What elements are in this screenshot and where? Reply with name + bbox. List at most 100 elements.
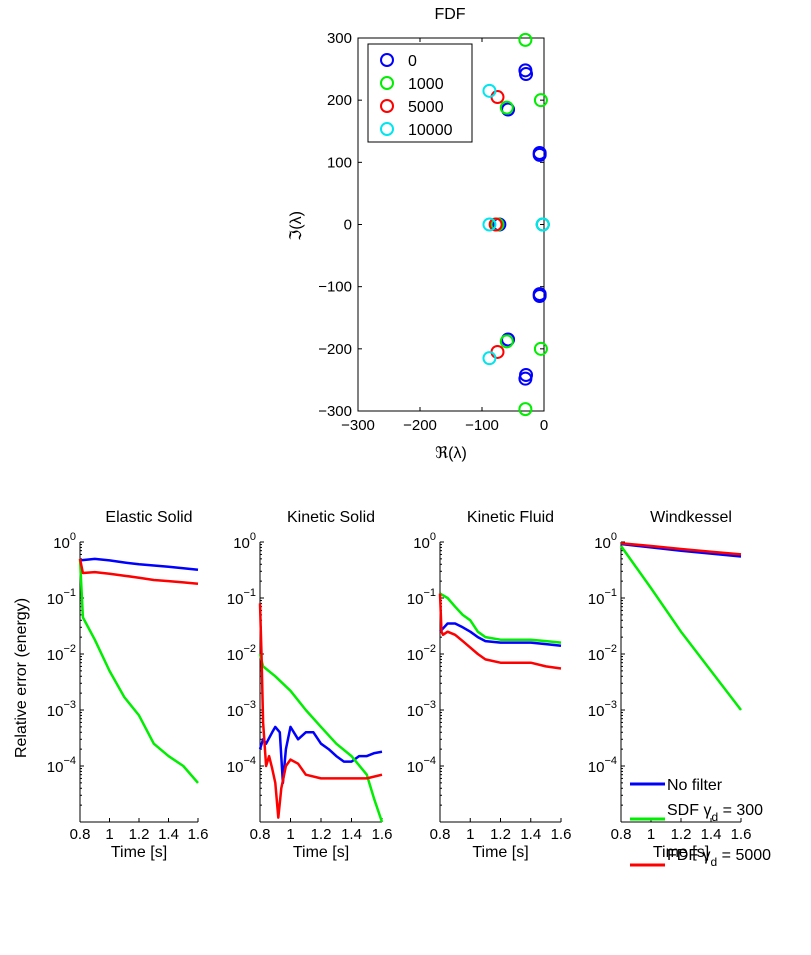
fdf-legend-marker bbox=[380, 76, 394, 90]
fdf-marker-0 bbox=[518, 371, 533, 386]
panel-ytick-label: 10−3 bbox=[47, 699, 76, 720]
panel-xtick-label: 1.2 bbox=[311, 826, 332, 843]
error-legend: No filter SDF γd = 300 FDF γd = 5000 bbox=[630, 777, 771, 869]
panel-xtick-label: 1.6 bbox=[188, 826, 209, 843]
legend-no-filter-label: No filter bbox=[667, 777, 723, 794]
series-line bbox=[79, 557, 199, 571]
series-line bbox=[258, 725, 383, 785]
panel-xtick-label: 0.8 bbox=[70, 826, 91, 843]
panel-title: Kinetic Fluid bbox=[467, 509, 554, 526]
fdf-marker-0 bbox=[532, 288, 547, 303]
panel-ytick-label: 10−4 bbox=[588, 755, 617, 776]
fdf-ytick-label: −300 bbox=[318, 403, 352, 420]
panel-ytick-label: 100 bbox=[53, 531, 76, 552]
series-line bbox=[78, 558, 199, 784]
fdf-ytick-label: −100 bbox=[318, 279, 352, 296]
panel-ytick-label: 10−1 bbox=[588, 587, 617, 608]
fdf-legend-label: 0 bbox=[408, 53, 417, 70]
panel-ytick-label: 100 bbox=[594, 531, 617, 552]
panel-xtick-label: 1 bbox=[105, 826, 113, 843]
panel-xlabel: Time [s] bbox=[472, 844, 528, 861]
fdf-legend-marker bbox=[380, 122, 394, 136]
panel-ytick-label: 10−4 bbox=[47, 755, 76, 776]
fdf-ylabel: ℑ(λ) bbox=[288, 211, 305, 241]
fdf-ytick-label: −200 bbox=[318, 341, 352, 358]
fdf-legend-marker bbox=[380, 53, 394, 67]
fdf-legend-box bbox=[367, 43, 473, 143]
fdf-marker-10000 bbox=[482, 217, 497, 232]
fdf-marker-1000 bbox=[533, 341, 548, 356]
panel-xtick-label: 1 bbox=[286, 826, 294, 843]
fdf-marker-5000 bbox=[490, 344, 505, 359]
panel-xtick-label: 1.2 bbox=[490, 826, 511, 843]
fdf-xlabel: ℜ(λ) bbox=[435, 445, 467, 462]
panel-elastic-solid: Elastic Solid 100 10−1 10−2 10−3 10−4 0.8 1 1.2 1… bbox=[47, 509, 209, 861]
fdf-ytick-label: 300 bbox=[327, 30, 352, 47]
panel-xtick-label: 1.6 bbox=[731, 826, 752, 843]
panel-ytick-label: 10−4 bbox=[407, 755, 436, 776]
fdf-marker-10000 bbox=[482, 83, 497, 98]
panel-kinetic-solid: Kinetic Solid 100 10−1 10−2 10−3 10−4 0.8 1 1.2 1… bbox=[227, 509, 393, 861]
panel-xtick-label: 1.4 bbox=[520, 826, 541, 843]
panel-ytick-label: 10−1 bbox=[47, 587, 76, 608]
panel-kinetic-fluid: Kinetic Fluid 100 10−1 10−2 10−3 10−4 0.8 1 1.2 1… bbox=[407, 509, 572, 861]
series-line bbox=[258, 603, 383, 819]
series-line bbox=[439, 622, 562, 648]
legend-sdf-label: SDF γd = 300 bbox=[667, 802, 763, 824]
fdf-axis-ticks: −300 −200 −100 0 −300 −200 −100 0 100 200 300 bbox=[318, 30, 548, 434]
fdf-ytick-label: 0 bbox=[344, 217, 352, 234]
panel-xlabel: Time [s] bbox=[111, 844, 167, 861]
fdf-ytick-label: 200 bbox=[327, 92, 352, 109]
series-line bbox=[258, 653, 384, 823]
panel-xtick-label: 1.4 bbox=[158, 826, 179, 843]
fdf-legend-label: 10000 bbox=[408, 122, 453, 139]
panel-xtick-label: 1.2 bbox=[129, 826, 150, 843]
panel-ytick-label: 10−2 bbox=[588, 643, 617, 664]
fdf-eigenvalue-plot: FDF −300 −200 −100 0−300−200−1000100200300 … bbox=[288, 6, 550, 462]
fdf-xtick-label: −200 bbox=[403, 417, 437, 434]
series-line bbox=[619, 545, 742, 711]
relative-error-ylabel: Relative error (energy) bbox=[13, 598, 30, 758]
panel-title: Windkessel bbox=[650, 509, 732, 526]
panel-ytick-label: 10−3 bbox=[227, 699, 256, 720]
panel-ytick-label: 10−1 bbox=[407, 587, 436, 608]
fdf-marker-1000 bbox=[499, 334, 514, 349]
panel-ytick-label: 100 bbox=[233, 531, 256, 552]
fdf-legend: 0 1000 5000 10000 bbox=[367, 43, 473, 143]
series-line bbox=[620, 541, 742, 556]
panel-ytick-label: 10−2 bbox=[407, 643, 436, 664]
fdf-xtick-label: −300 bbox=[341, 417, 375, 434]
fdf-marker-10000 bbox=[535, 217, 550, 232]
panel-xtick-label: 1.4 bbox=[701, 826, 722, 843]
relative-error-panels: Elastic Solid 100 10−1 10−2 10−3 10−4 0.8 1 1.2 1… bbox=[47, 509, 752, 861]
panel-xtick-label: 1 bbox=[466, 826, 474, 843]
fdf-legend-label: 5000 bbox=[408, 99, 444, 116]
series-line bbox=[78, 558, 199, 585]
panel-ytick-label: 10−2 bbox=[47, 643, 76, 664]
fdf-marker-0 bbox=[519, 67, 534, 82]
fdf-marker-1000 bbox=[499, 100, 514, 115]
fdf-legend-label: 1000 bbox=[408, 76, 444, 93]
fdf-ytick-label: 100 bbox=[327, 154, 352, 171]
series-line bbox=[438, 593, 562, 670]
panel-ytick-label: 10−2 bbox=[227, 643, 256, 664]
panel-ytick-label: 10−1 bbox=[227, 587, 256, 608]
panel-ytick-label: 10−3 bbox=[588, 699, 617, 720]
series-line bbox=[439, 592, 562, 644]
panel-title: Kinetic Solid bbox=[287, 509, 375, 526]
fdf-legend-marker bbox=[380, 99, 394, 113]
fdf-marker-5000 bbox=[490, 90, 505, 105]
fdf-marker-0 bbox=[532, 147, 547, 162]
panel-xtick-label: 1.6 bbox=[372, 826, 393, 843]
fdf-marker-5000 bbox=[488, 217, 503, 232]
panel-xtick-label: 1.6 bbox=[551, 826, 572, 843]
fdf-xtick-label: 0 bbox=[540, 417, 548, 434]
fdf-marker-1000 bbox=[518, 402, 533, 417]
panel-xtick-label: 0.8 bbox=[250, 826, 271, 843]
panel-xlabel: Time [s] bbox=[293, 844, 349, 861]
panel-ytick-label: 100 bbox=[413, 531, 436, 552]
fdf-xtick-label: −100 bbox=[465, 417, 499, 434]
panel-xtick-label: 1 bbox=[647, 826, 655, 843]
panel-ytick-label: 10−3 bbox=[407, 699, 436, 720]
